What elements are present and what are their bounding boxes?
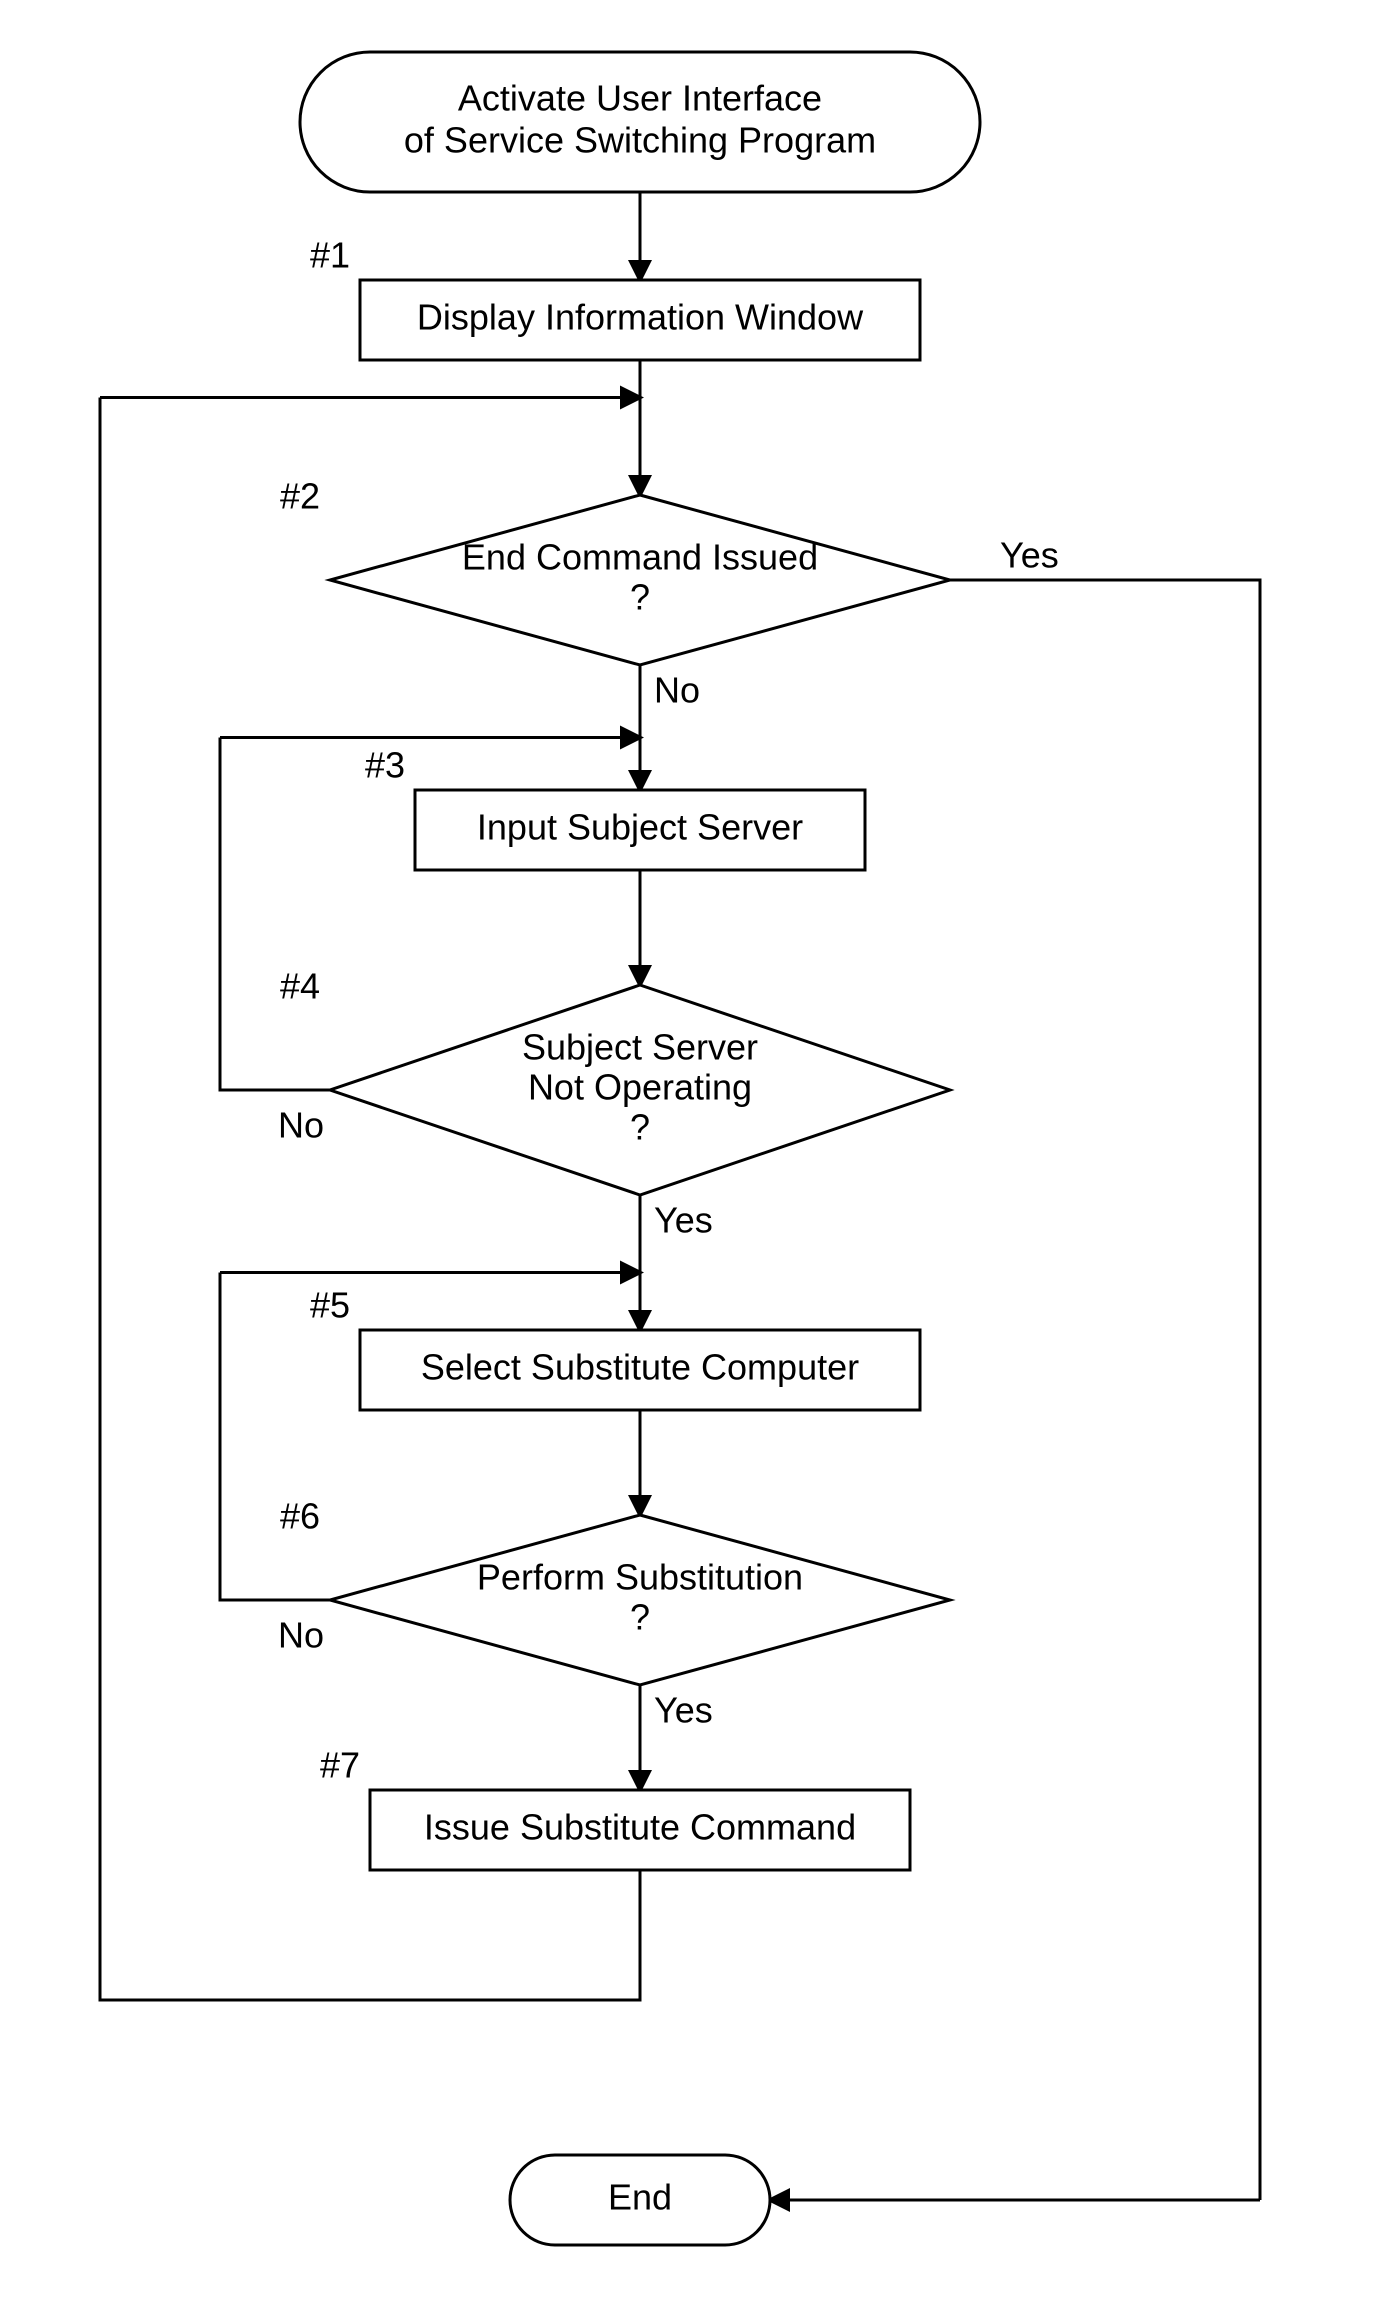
- svg-text:Yes: Yes: [1000, 535, 1059, 576]
- svg-text:Select Substitute Computer: Select Substitute Computer: [421, 1347, 859, 1388]
- svg-text:Display Information Window: Display Information Window: [417, 297, 864, 338]
- svg-text:Issue Substitute Command: Issue Substitute Command: [424, 1807, 856, 1848]
- svg-text:Yes: Yes: [654, 1200, 713, 1241]
- svg-text:#7: #7: [320, 1745, 360, 1786]
- svg-text:Perform Substitution: Perform Substitution: [477, 1557, 803, 1598]
- svg-text:End Command Issued: End Command Issued: [462, 537, 818, 578]
- svg-text:Not Operating: Not Operating: [528, 1067, 752, 1108]
- svg-text:End: End: [608, 2177, 672, 2218]
- svg-text:#1: #1: [310, 235, 350, 276]
- svg-text:No: No: [654, 670, 700, 711]
- svg-text:#4: #4: [280, 966, 320, 1007]
- svg-text:#2: #2: [280, 476, 320, 517]
- svg-text:No: No: [278, 1105, 324, 1146]
- svg-text:No: No: [278, 1615, 324, 1656]
- flow-edge: [950, 580, 1260, 2200]
- svg-text:Subject Server: Subject Server: [522, 1027, 758, 1068]
- svg-text:#6: #6: [280, 1496, 320, 1537]
- svg-text:?: ?: [630, 577, 650, 618]
- svg-text:#3: #3: [365, 745, 405, 786]
- svg-text:Yes: Yes: [654, 1690, 713, 1731]
- svg-text:Input Subject Server: Input Subject Server: [477, 807, 803, 848]
- svg-text:of Service Switching Program: of Service Switching Program: [404, 120, 876, 161]
- svg-text:#5: #5: [310, 1285, 350, 1326]
- svg-text:Activate User Interface: Activate User Interface: [458, 78, 822, 119]
- flow-edge: [220, 738, 330, 1091]
- svg-text:?: ?: [630, 1107, 650, 1148]
- svg-text:?: ?: [630, 1597, 650, 1638]
